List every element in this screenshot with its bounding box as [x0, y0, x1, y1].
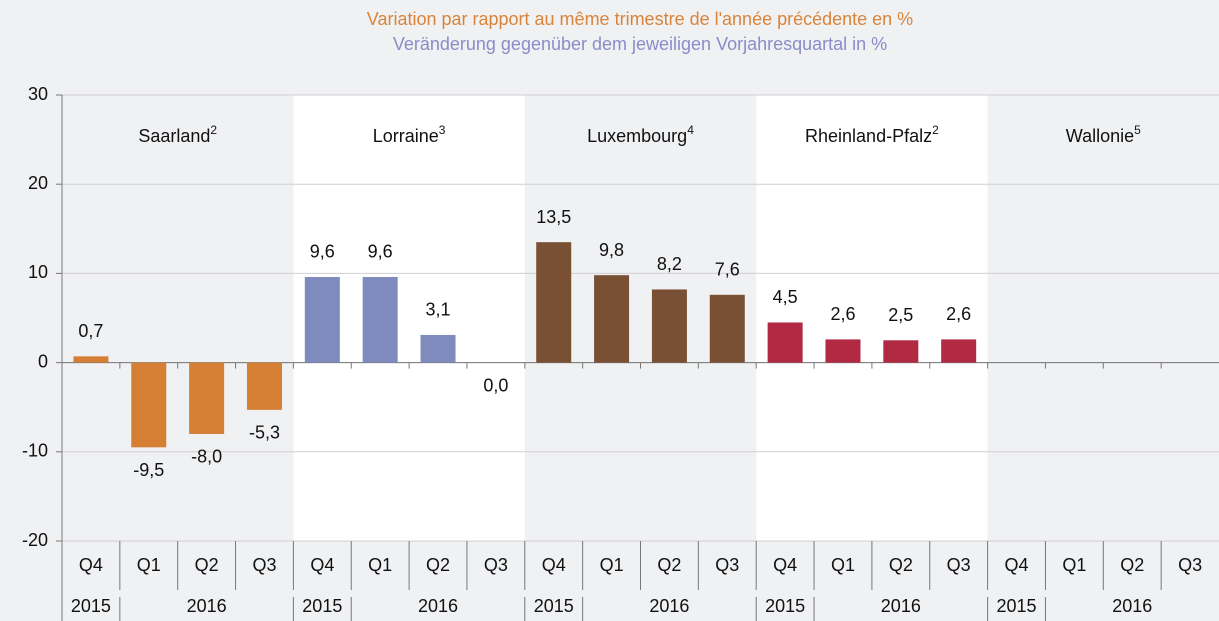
x-tick-label: Q4: [542, 555, 566, 575]
value-label: 2,6: [830, 304, 855, 324]
bar: [709, 294, 745, 363]
group-note: 5: [1134, 123, 1141, 137]
group-note: 2: [210, 123, 217, 137]
value-label: 4,5: [773, 287, 798, 307]
bar: [362, 276, 398, 363]
group-note: 4: [687, 123, 694, 137]
bar: [536, 242, 572, 363]
x-tick-label: Q3: [947, 555, 971, 575]
y-tick-label: 30: [28, 84, 48, 104]
group-name: Luxembourg: [587, 126, 687, 146]
y-tick-label: -20: [22, 530, 48, 550]
x-tick-label: Q3: [1178, 555, 1202, 575]
bar: [594, 275, 630, 363]
bar: [73, 356, 109, 363]
bar: [767, 322, 803, 363]
group-label: Luxembourg4: [587, 123, 694, 146]
chart-title: Variation par rapport au même trimestre …: [367, 9, 913, 29]
year-label: 2016: [187, 596, 227, 616]
value-label: 8,2: [657, 254, 682, 274]
bar: [304, 276, 340, 363]
x-tick-label: Q2: [889, 555, 913, 575]
x-tick-label: Q4: [773, 555, 797, 575]
bar: [246, 362, 282, 410]
x-tick-label: Q1: [600, 555, 624, 575]
group-name: Saarland: [138, 126, 210, 146]
group-name: Wallonie: [1066, 126, 1134, 146]
bar: [420, 334, 456, 363]
y-tick-label: -10: [22, 441, 48, 461]
group-note: 3: [439, 123, 446, 137]
group-name: Lorraine: [373, 126, 439, 146]
year-label: 2015: [302, 596, 342, 616]
bar: [189, 362, 225, 434]
group-background: [756, 95, 988, 541]
y-tick-label: 20: [28, 173, 48, 193]
value-label: 9,8: [599, 240, 624, 260]
x-tick-label: Q3: [252, 555, 276, 575]
value-label: -5,3: [249, 423, 280, 443]
year-label: 2016: [649, 596, 689, 616]
group-note: 2: [932, 123, 939, 137]
bar: [941, 339, 977, 363]
value-label: -9,5: [133, 460, 164, 480]
x-tick-label: Q1: [368, 555, 392, 575]
year-label: 2016: [881, 596, 921, 616]
value-label: -8,0: [191, 447, 222, 467]
value-label: 2,6: [946, 304, 971, 324]
bar: [131, 362, 167, 448]
value-label: 7,6: [715, 260, 740, 280]
group-label: Rheinland-Pfalz2: [805, 123, 939, 146]
x-tick-label: Q3: [715, 555, 739, 575]
value-label: 0,7: [78, 321, 103, 341]
bar: [825, 339, 861, 363]
x-tick-label: Q4: [1005, 555, 1029, 575]
x-tick-label: Q4: [310, 555, 334, 575]
year-label: 2015: [997, 596, 1037, 616]
y-tick-label: 0: [38, 351, 48, 371]
value-label: 9,6: [310, 242, 335, 262]
value-label: 0,0: [483, 375, 508, 395]
y-tick-label: 10: [28, 262, 48, 282]
chart-subtitle: Veränderung gegenüber dem jeweiligen Vor…: [393, 34, 887, 54]
group-label: Wallonie5: [1066, 123, 1141, 146]
bar: [651, 289, 687, 363]
group-name: Rheinland-Pfalz: [805, 126, 932, 146]
year-label: 2016: [1112, 596, 1152, 616]
value-label: 13,5: [536, 207, 571, 227]
x-tick-label: Q4: [79, 555, 103, 575]
x-tick-label: Q1: [137, 555, 161, 575]
bar: [883, 340, 919, 363]
x-tick-label: Q2: [1120, 555, 1144, 575]
value-label: 2,5: [888, 305, 913, 325]
group-label: Lorraine3: [373, 123, 446, 146]
x-tick-label: Q1: [831, 555, 855, 575]
value-label: 9,6: [368, 242, 393, 262]
year-label: 2015: [71, 596, 111, 616]
x-tick-label: Q2: [426, 555, 450, 575]
x-tick-label: Q2: [657, 555, 681, 575]
year-label: 2015: [765, 596, 805, 616]
group-label: Saarland2: [138, 123, 217, 146]
year-label: 2016: [418, 596, 458, 616]
year-label: 2015: [534, 596, 574, 616]
x-tick-label: Q2: [195, 555, 219, 575]
x-tick-label: Q3: [484, 555, 508, 575]
value-label: 3,1: [426, 300, 451, 320]
x-tick-label: Q1: [1062, 555, 1086, 575]
